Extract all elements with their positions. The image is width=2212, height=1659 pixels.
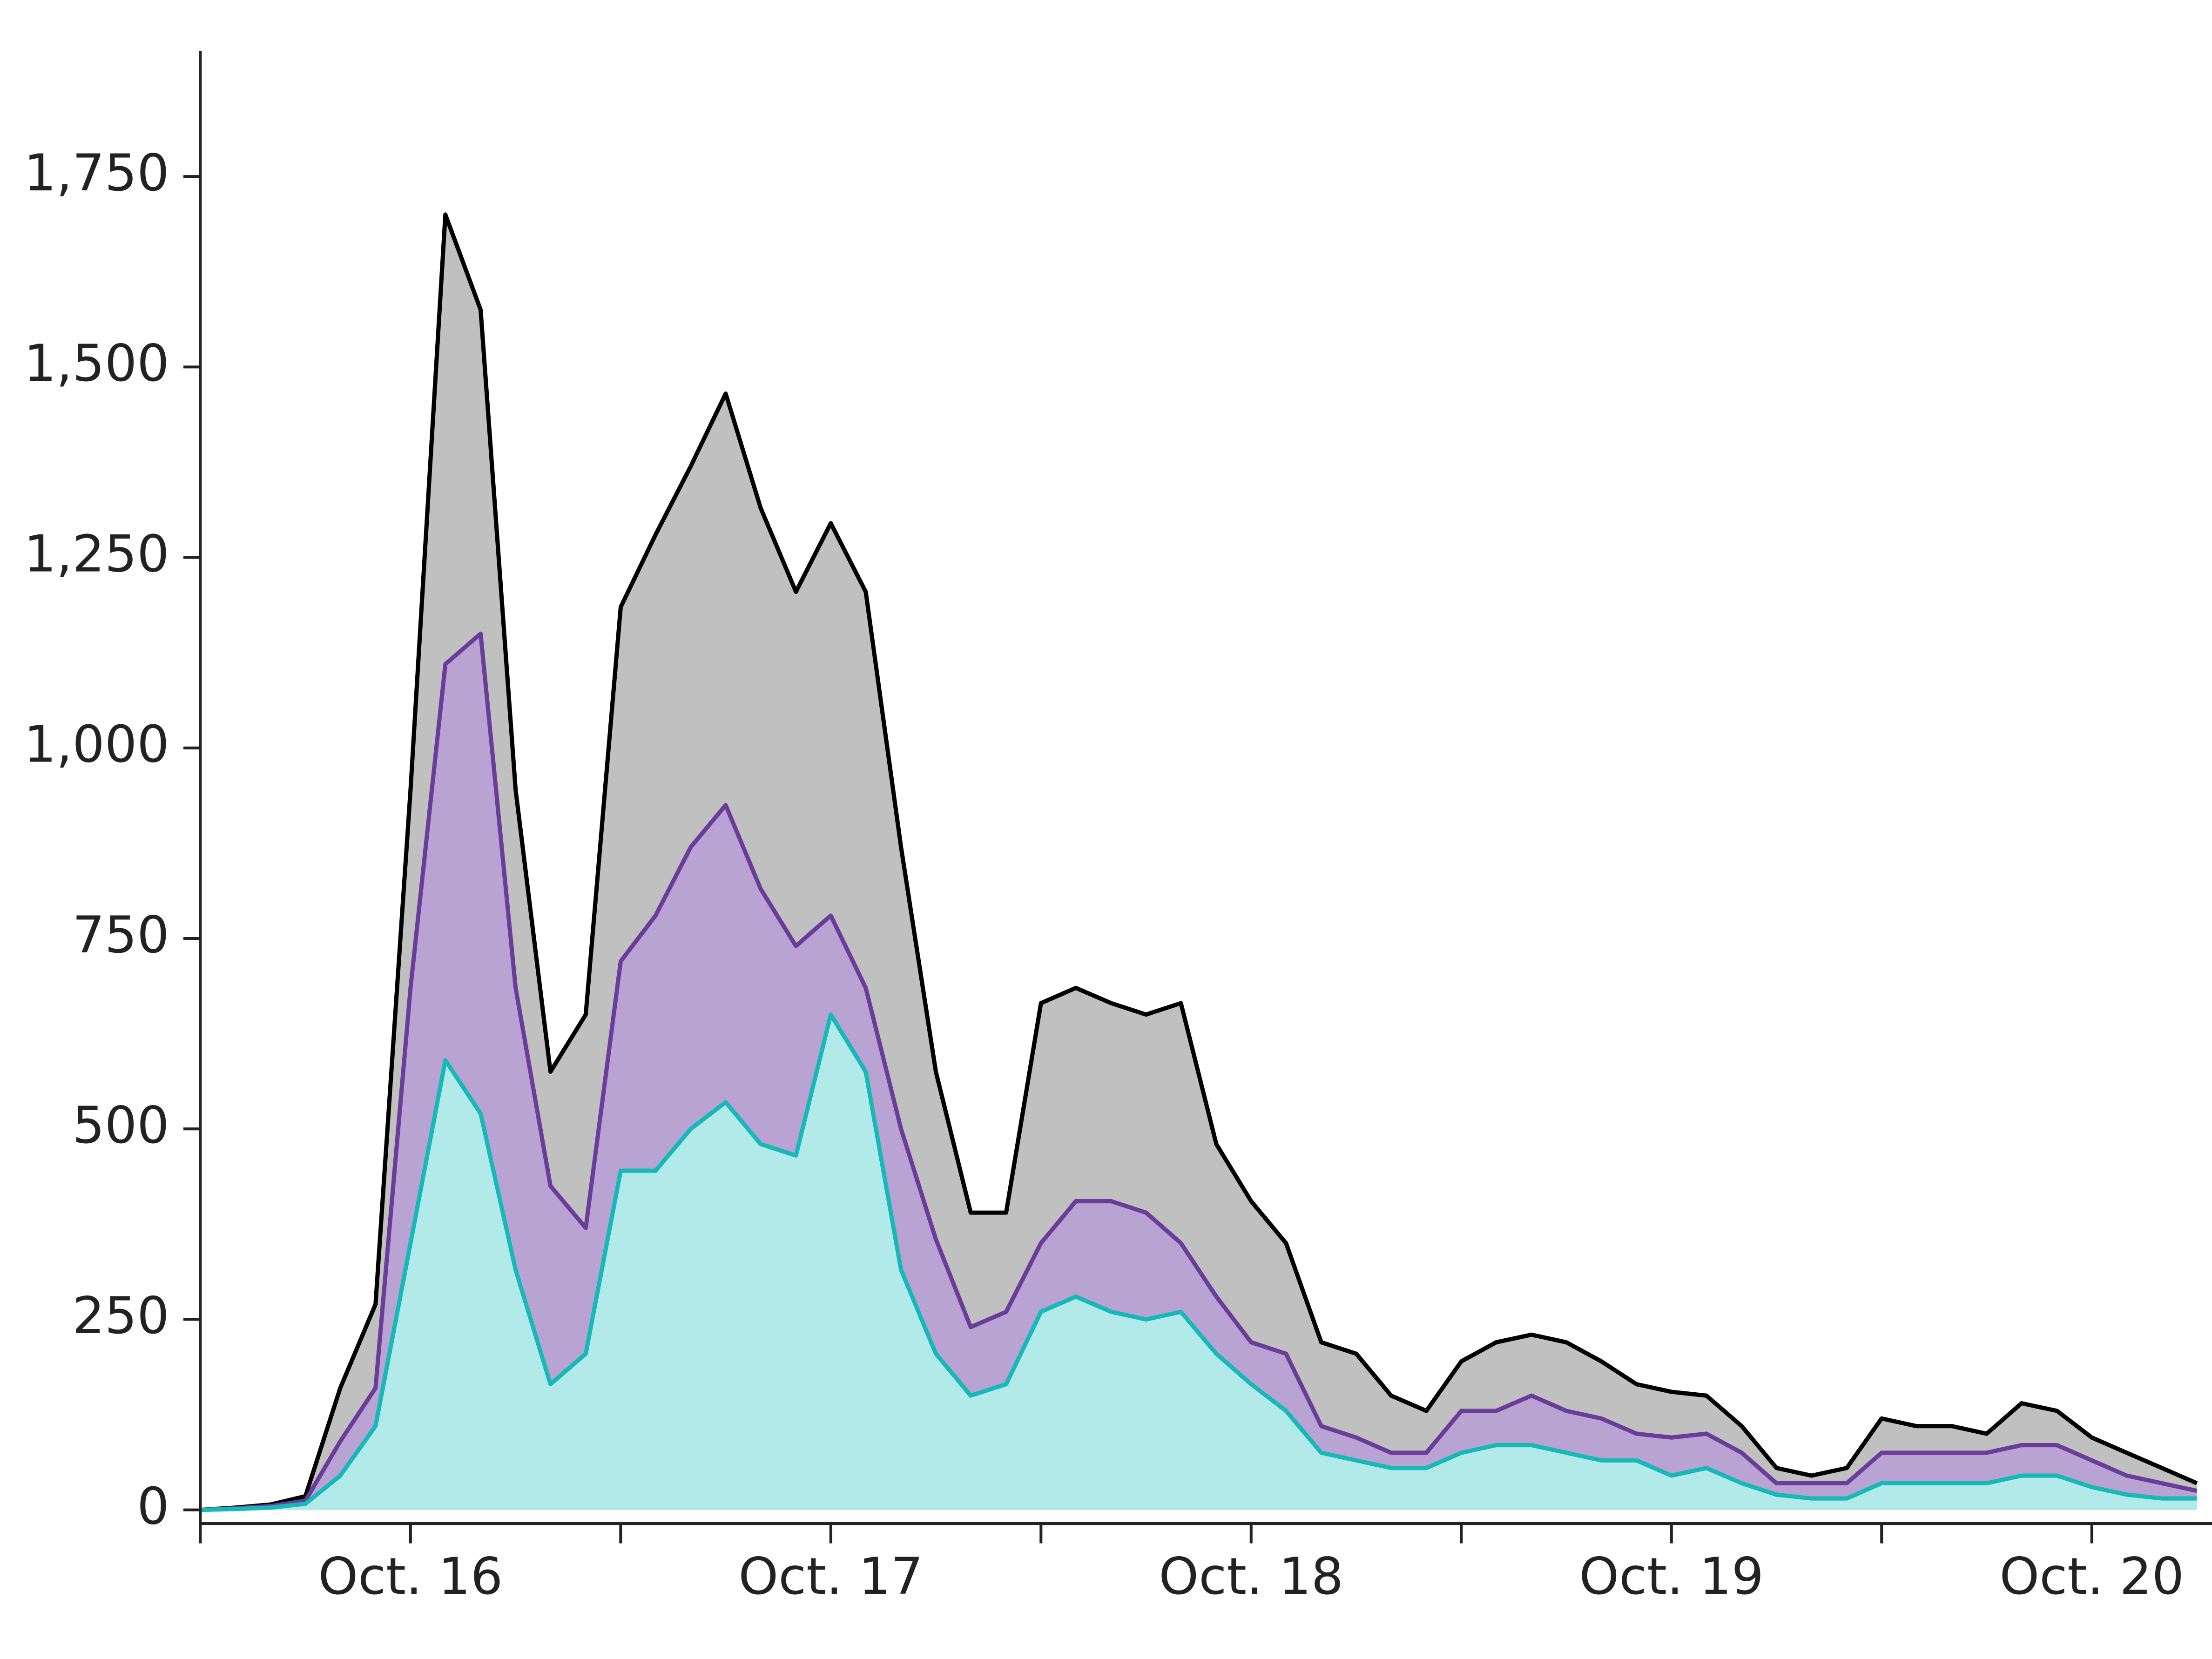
y-tick-label: 500	[72, 1096, 169, 1155]
y-tick-label: 1,500	[24, 334, 169, 393]
series-line	[200, 631, 2198, 1512]
x-tick-label: Oct. 16	[318, 1547, 503, 1606]
x-tick-label: Oct. 19	[1579, 1547, 1764, 1606]
x-tick-label: Oct. 17	[738, 1547, 923, 1606]
y-tick-label: 750	[72, 905, 169, 964]
series-line	[200, 1012, 2197, 1512]
y-tick-label: 1,250	[24, 524, 169, 583]
y-tick-label: 0	[137, 1477, 169, 1536]
x-tick-label: Oct. 18	[1159, 1547, 1343, 1606]
series-line	[200, 212, 2198, 1512]
y-tick-label: 250	[72, 1286, 169, 1345]
y-tick-label: 1,000	[24, 715, 169, 774]
area-fill	[200, 1014, 2197, 1510]
x-tick-label: Oct. 20	[1999, 1547, 2184, 1606]
y-tick-label: 1,750	[24, 143, 169, 202]
